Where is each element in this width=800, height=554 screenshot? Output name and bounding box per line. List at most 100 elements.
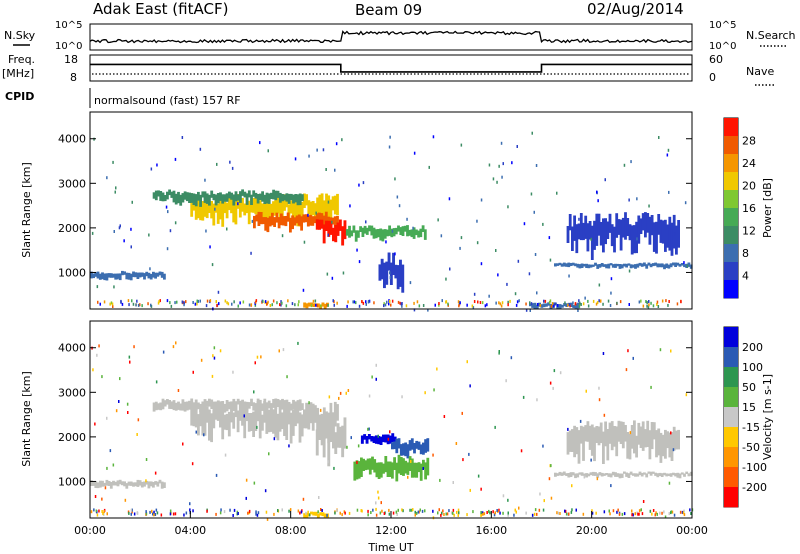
power-cell-0 [194,201,198,220]
colorbar-tick-label: 20 [742,180,756,193]
power-near-range [598,299,600,303]
velocity-near-range [101,510,103,513]
velocity-speckle [536,398,538,402]
velocity-near-range [417,510,420,514]
power-speckle [229,160,231,164]
power-cell-3 [177,191,180,204]
velocity-near-range [397,508,399,512]
velocity-cell-8 [585,473,588,478]
velocity-near-range [392,511,395,515]
power-speckle [647,305,650,309]
velocity-cell-2 [283,400,287,413]
velocity-speckle [318,496,320,499]
velocity-near-range [215,512,217,516]
power-cell-8 [399,259,402,287]
power-near-range [368,299,371,303]
power-cell-0 [254,197,258,215]
velocity-near-range [683,509,685,513]
power-near-range [479,301,482,304]
power-near-range [99,302,101,306]
velocity-cell-8 [680,472,684,475]
power-near-range [595,302,598,306]
power-speckle [409,281,412,285]
velocity-cell-6 [107,481,111,486]
power-cell-5 [149,273,153,280]
velocity-cell-2 [247,402,251,409]
velocity-near-range [612,509,615,513]
power-near-range [656,300,659,304]
power-cell-1 [315,213,319,225]
power-near-range [486,303,488,307]
velocity-cell-8 [674,473,677,477]
velocity-cell-8 [614,472,617,477]
power-speckle [303,240,306,244]
power-near-range [111,302,114,306]
velocity-cell-0 [219,401,222,428]
velocity-near-range [131,510,133,514]
velocity-cell-2 [245,401,249,412]
velocity-speckle [670,349,672,353]
velocity-cell-2 [267,400,271,409]
power-cell-4 [368,225,371,232]
velocity-near-range [568,512,570,516]
velocity-near-range [472,510,474,514]
power-cell-5 [143,273,146,280]
power-cell-2 [315,219,319,230]
power-speckle [658,136,660,139]
power-near-range [266,302,268,306]
power-near-range [397,300,400,304]
power-cell-6 [587,264,591,269]
power-cell-0 [336,193,339,216]
nave-label: Nave [746,65,774,78]
power-near-range [336,301,338,305]
power-cell-4 [419,228,423,238]
power-cell-3 [292,194,295,204]
power-near-range [183,303,185,307]
power-cell-1 [297,214,301,226]
power-near-range [530,302,533,306]
power-near-range [316,304,318,308]
velocity-cell-2 [241,399,244,410]
velocity-cell-4 [417,441,421,450]
power-cell-4 [363,225,367,234]
power-cell-0 [309,201,313,220]
velocity-cell-3 [363,434,367,440]
velocity-cell-5 [355,460,359,480]
power-cell-0 [318,194,322,213]
velocity-cell-0 [287,409,291,425]
velocity-near-range [564,509,567,513]
velocity-near-range [419,508,421,512]
velocity-speckle [256,355,259,359]
velocity-speckle [127,411,129,414]
velocity-speckle [598,386,600,390]
velocity-near-range [189,508,191,512]
power-speckle [437,218,439,222]
power-speckle [496,180,498,184]
power-speckle [628,269,631,273]
velocity-speckle [338,396,340,400]
power-cell-6 [640,263,644,267]
velocity-cell-0 [298,412,302,443]
velocity-cell-8 [669,473,673,477]
power-speckle [322,148,325,152]
noise-tick-high-left: 10^5 [55,20,82,31]
power-near-range [109,302,111,306]
velocity-near-range [160,513,163,517]
velocity-speckle [477,474,480,478]
velocity-cell-8 [616,473,620,477]
power-cell-6 [618,264,622,269]
power-cell-7 [668,216,672,251]
velocity-cell-1 [315,429,319,456]
power-near-range [267,300,269,304]
power-near-range [298,300,300,304]
power-cell-4 [361,227,365,237]
colorbar-tick-label: 28 [742,135,756,148]
velocity-near-range [651,512,653,516]
velocity-cell-2 [285,399,289,410]
velocity-cell-8 [676,472,680,478]
velocity-speckle [550,464,552,468]
power-cell-10 [547,302,551,306]
power-cell-5 [107,273,111,278]
power-cell-0 [258,200,262,215]
